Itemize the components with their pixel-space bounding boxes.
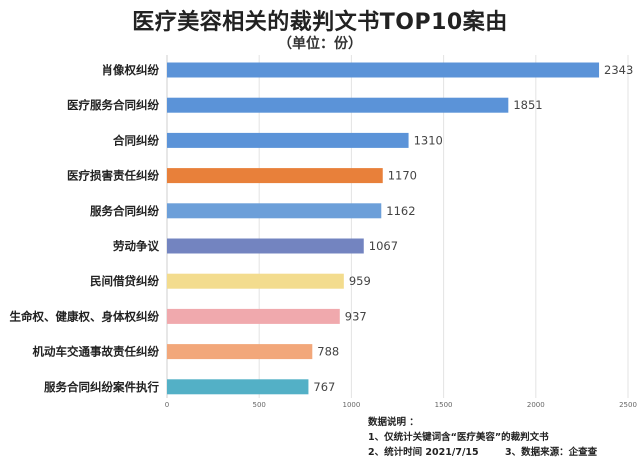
chart-subtitle: （单位：份） bbox=[278, 36, 362, 52]
category-label: 劳动争议 bbox=[113, 239, 159, 253]
notes-heading: 数据说明 ： bbox=[368, 417, 419, 428]
bar bbox=[167, 97, 509, 113]
category-label: 服务合同纠纷案件执行 bbox=[44, 380, 159, 394]
category-label: 合同纠纷 bbox=[113, 133, 159, 147]
notes-line-2: 2、统计时间 2021/7/15 bbox=[368, 447, 479, 458]
value-label: 1162 bbox=[386, 204, 415, 218]
category-label: 民间借贷纠纷 bbox=[90, 274, 159, 288]
bar bbox=[167, 168, 383, 184]
value-label: 788 bbox=[317, 345, 339, 359]
value-label: 2343 bbox=[604, 63, 633, 77]
bar bbox=[167, 62, 600, 78]
category-label: 生命权、健康权、身体权纠纷 bbox=[10, 309, 160, 323]
value-label: 1170 bbox=[388, 169, 417, 183]
x-tick-label: 1000 bbox=[342, 401, 360, 409]
bar bbox=[167, 238, 364, 254]
value-label: 1851 bbox=[513, 98, 542, 112]
category-label: 医疗服务合同纠纷 bbox=[67, 98, 159, 112]
notes-line-1: 1、仅统计关键词含“医疗美容”的裁判文书 bbox=[368, 432, 549, 443]
bar bbox=[167, 273, 344, 289]
category-label: 服务合同纠纷 bbox=[90, 204, 159, 218]
category-label: 医疗损害责任纠纷 bbox=[67, 169, 159, 183]
bar bbox=[167, 308, 340, 324]
x-tick-label: 1500 bbox=[435, 401, 453, 409]
category-label: 机动车交通事故责任纠纷 bbox=[33, 345, 160, 359]
x-tick-label: 0 bbox=[165, 401, 169, 409]
chart-title: 医疗美容相关的裁判文书TOP10案由 bbox=[132, 10, 508, 35]
bar bbox=[167, 203, 382, 219]
value-label: 1067 bbox=[369, 239, 398, 253]
bar bbox=[167, 379, 309, 395]
value-label: 1310 bbox=[414, 133, 443, 147]
bar bbox=[167, 132, 409, 148]
x-tick-label: 2000 bbox=[527, 401, 545, 409]
notes-line-3: 3、数据来源：企查查 bbox=[505, 447, 598, 458]
x-tick-label: 500 bbox=[253, 401, 266, 409]
category-label: 肖像权纠纷 bbox=[102, 63, 160, 77]
value-label: 959 bbox=[349, 274, 371, 288]
value-label: 937 bbox=[345, 309, 367, 323]
x-tick-label: 2500 bbox=[619, 401, 637, 409]
value-label: 767 bbox=[313, 380, 335, 394]
bar bbox=[167, 344, 313, 360]
